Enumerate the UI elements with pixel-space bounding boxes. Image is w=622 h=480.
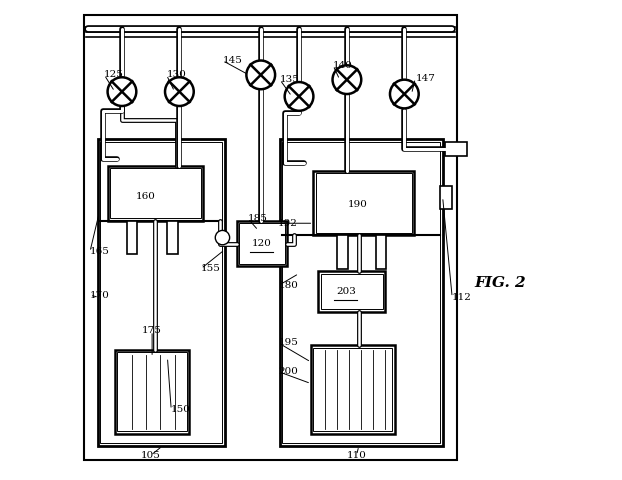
Bar	[127, 221, 137, 254]
Bar	[84, 15, 457, 460]
Bar	[100, 142, 223, 444]
Text: 192: 192	[277, 219, 297, 228]
Circle shape	[215, 230, 230, 245]
Bar	[376, 235, 386, 269]
Bar	[110, 168, 201, 218]
Text: 190: 190	[348, 200, 368, 209]
Bar	[98, 140, 225, 446]
Bar	[237, 221, 287, 266]
Circle shape	[390, 80, 419, 108]
Bar	[117, 352, 187, 432]
Text: 175: 175	[142, 326, 162, 336]
Bar	[445, 142, 466, 156]
Text: 160: 160	[136, 192, 156, 202]
Text: 105: 105	[141, 451, 160, 460]
Text: 203: 203	[336, 287, 356, 296]
Circle shape	[333, 65, 361, 94]
Text: FIG. 2: FIG. 2	[474, 276, 526, 290]
Text: 155: 155	[201, 264, 221, 273]
Text: 165: 165	[90, 248, 109, 256]
Bar	[108, 166, 203, 221]
Bar	[440, 186, 452, 209]
Bar	[282, 142, 440, 444]
Text: 125: 125	[104, 71, 124, 79]
Bar	[311, 345, 395, 434]
Text: 147: 147	[415, 74, 435, 83]
Text: 110: 110	[346, 451, 366, 460]
Bar	[318, 271, 385, 312]
Bar	[313, 348, 392, 432]
Bar	[167, 221, 178, 254]
Text: 180: 180	[279, 281, 299, 290]
Bar	[239, 223, 285, 264]
Bar	[337, 235, 348, 269]
Text: 112: 112	[452, 293, 472, 302]
Text: 150: 150	[171, 406, 191, 414]
Bar	[320, 274, 383, 310]
Text: 135: 135	[280, 75, 300, 84]
Text: 140: 140	[333, 61, 353, 70]
Text: 195: 195	[279, 338, 299, 348]
Text: 145: 145	[223, 56, 243, 65]
Bar	[115, 350, 189, 434]
Bar	[280, 140, 443, 446]
Text: 120: 120	[252, 239, 272, 248]
Bar	[313, 170, 414, 235]
Circle shape	[108, 77, 136, 106]
Bar	[316, 173, 412, 233]
Text: 200: 200	[279, 367, 299, 376]
Circle shape	[165, 77, 193, 106]
Text: 170: 170	[90, 290, 109, 300]
Text: 130: 130	[167, 71, 187, 79]
Text: 185: 185	[248, 214, 267, 223]
Circle shape	[285, 82, 313, 111]
Circle shape	[246, 60, 275, 89]
